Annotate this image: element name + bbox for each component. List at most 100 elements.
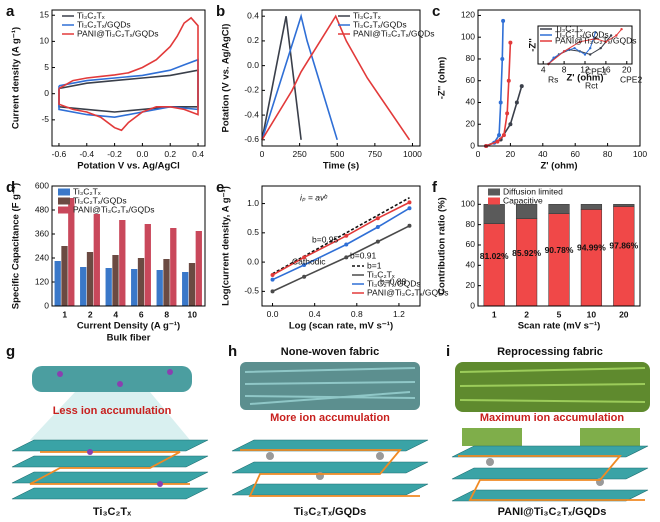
chart: -0.5 0.0 0.5 1.0 0.0 0.4 0.8 1.2 e Log (scan rate… <box>216 179 448 332</box>
x-axis-title: Z' (ohm) <box>540 161 577 172</box>
point <box>495 139 500 144</box>
bar-segment <box>613 204 635 207</box>
point <box>302 255 307 260</box>
material: Ti₃C₂Tₓ <box>93 506 132 518</box>
caption: More ion accumulation <box>270 412 390 424</box>
y-axis-title: Specific Capacitance (F g⁻¹) <box>11 183 22 309</box>
schematic-i: i Reprocessing fabric Maximum ion accumu… <box>446 343 650 518</box>
fibers <box>244 367 416 405</box>
panel-letter: a <box>6 3 15 20</box>
schematic-h: h None-woven fabric More ion accumulatio… <box>228 343 429 518</box>
x-tick-label: 20 <box>506 149 516 159</box>
bar-segment <box>515 204 538 219</box>
chart: 0 20 40 60 80 100 1 2 5 10 20 81.02% 85.92% 90.78% 94.… <box>432 179 641 332</box>
legend-swatch <box>58 206 70 214</box>
x-tick-label: 20 <box>619 309 629 319</box>
point <box>573 46 576 50</box>
panel-letter: f <box>432 179 438 196</box>
y-tick-label: 120 <box>461 10 475 20</box>
x-tick-label: 750 <box>368 149 382 159</box>
x-tick-label: 500 <box>330 149 344 159</box>
y-tick-label: 0 <box>44 300 49 310</box>
point <box>375 224 380 229</box>
value-label: 97.86% <box>609 241 638 251</box>
bar <box>131 269 138 306</box>
point <box>505 111 510 116</box>
series-line <box>261 14 411 141</box>
x-tick-label: 0 <box>476 149 481 159</box>
legend-label: PANI@Ti₃C₂Tₓ/GQDs <box>555 35 636 45</box>
y-axis-title: Current density (A g⁻¹) <box>11 27 22 129</box>
material: PANI@Ti₃C₂Tₓ/GQDs <box>498 506 607 518</box>
bar <box>137 258 145 306</box>
y-tick-label: 20 <box>466 280 476 290</box>
annotation: b=0.91 <box>350 250 377 260</box>
x-tick-label: 4 <box>541 64 546 74</box>
panel-letter: g <box>6 343 15 360</box>
frame <box>261 9 421 147</box>
point <box>604 40 608 44</box>
ion <box>117 381 123 387</box>
legend-swatch <box>488 188 500 196</box>
panel-letter: i <box>446 343 450 360</box>
point <box>583 53 587 56</box>
x-tick-label: 40 <box>538 149 548 159</box>
frame <box>51 185 206 307</box>
pani-layer <box>462 428 522 446</box>
frame <box>537 25 633 65</box>
point <box>599 46 602 50</box>
bar <box>112 255 119 306</box>
series-line <box>272 197 410 275</box>
y-tick-label: -0.4 <box>244 109 259 119</box>
y-tick-label: 600 <box>35 180 49 190</box>
bar <box>144 224 151 306</box>
x-axis-title: Z' (ohm) <box>566 73 603 84</box>
y-axis-title: Potation (V vs. Ag/AgCl) <box>221 24 232 133</box>
bar-segment <box>613 206 635 307</box>
schematic-title: Reprocessing fabric <box>497 346 603 358</box>
series-line <box>261 16 302 140</box>
annotation: CPE2 <box>620 74 642 84</box>
bar <box>119 220 126 306</box>
y-tick-label: 80 <box>466 53 476 63</box>
y-tick-label: 40 <box>466 97 476 107</box>
chart: 4 8 12 16 20 Z' (ohm) -Z'' Rs CPE1 Rct CPE2 Ti₃C₂Tₓ… <box>528 23 643 90</box>
bar <box>68 198 75 306</box>
annotation: Cathodic <box>292 256 326 266</box>
bar <box>54 261 61 306</box>
fiber <box>32 366 192 392</box>
point <box>589 53 592 56</box>
legend-label: Ti₃C₂Tₓ <box>367 269 395 279</box>
x-tick-label: 1 <box>492 309 497 319</box>
value-label: 90.78% <box>545 245 574 255</box>
legend-label: PANI@Ti₃C₂Tₓ/GQDs <box>367 287 448 297</box>
sheet <box>11 487 209 500</box>
sheet <box>451 467 649 480</box>
y-tick-label: 0.0 <box>247 256 259 266</box>
x-tick-label: 8 <box>562 64 567 74</box>
chart: 0 120 240 360 480 600 1 2 4 6 8 10 d Current Density … <box>6 179 206 344</box>
y-tick-label: -5 <box>41 114 49 124</box>
y-tick-label: 40 <box>466 260 476 270</box>
bar <box>170 228 177 306</box>
note: Bulk fiber <box>107 333 151 344</box>
point <box>589 46 592 50</box>
annotation: b=0.88 <box>380 276 407 286</box>
point <box>270 289 275 294</box>
schematic-g: g Less ion accumulation Ti₃C₂Tₓ <box>6 343 209 518</box>
bar-segment <box>580 204 603 210</box>
y-axis-title: -Z'' <box>528 38 539 52</box>
x-tick-label: 0.4 <box>192 149 204 159</box>
y-tick-label: 1.0 <box>247 198 259 208</box>
frame <box>51 9 206 147</box>
legend-label: Ti₃C₂Tₓ <box>555 23 583 33</box>
y-tick-label: 0 <box>470 140 475 150</box>
x-tick-label: 5 <box>557 309 562 319</box>
sheet <box>11 455 209 468</box>
ion <box>167 369 173 375</box>
pani-layer <box>580 428 640 446</box>
y-tick-label: 100 <box>461 199 475 209</box>
panel-letter: c <box>432 3 440 20</box>
x-tick-label: 100 <box>633 149 647 159</box>
y-tick-label: 10 <box>40 36 50 46</box>
